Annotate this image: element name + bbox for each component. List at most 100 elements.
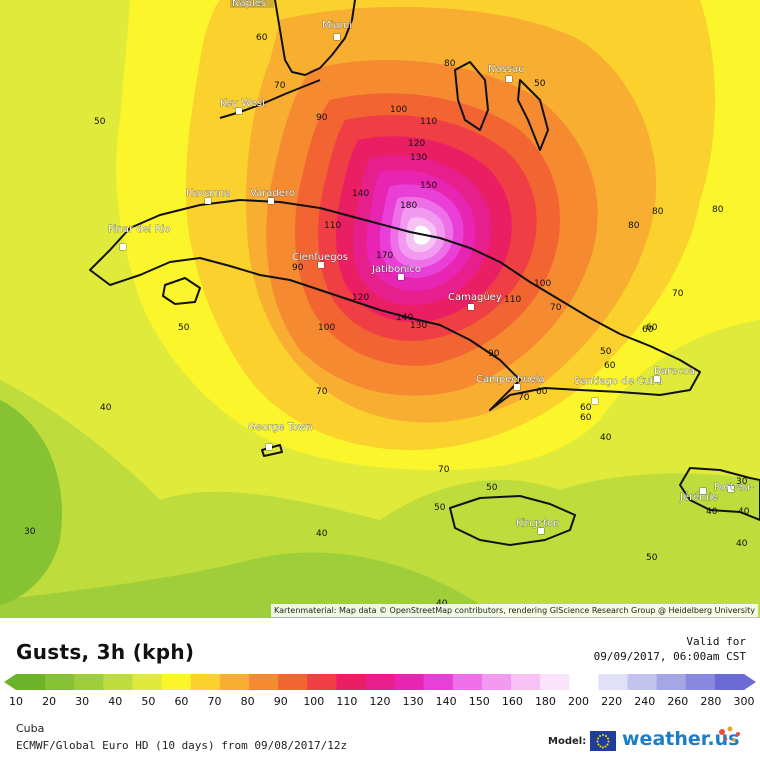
city-marker-nassau bbox=[505, 75, 513, 83]
city-marker-key-west bbox=[235, 107, 243, 115]
colorbar-tick-label: 220 bbox=[601, 695, 622, 708]
city-label-miami: Miami bbox=[322, 20, 352, 31]
cuba-coast bbox=[89, 199, 701, 411]
contour-label: 70 bbox=[438, 465, 450, 475]
city-marker-santiago-de-cuba bbox=[591, 397, 599, 405]
colorbar-arrow-right bbox=[744, 674, 756, 690]
colorbar-tick-label: 110 bbox=[336, 695, 357, 708]
contour-label: 90 bbox=[292, 263, 304, 273]
colorbar-tick-label: 180 bbox=[535, 695, 556, 708]
colorbar-segment bbox=[307, 674, 337, 690]
colorbar-tick-label: 260 bbox=[667, 695, 688, 708]
contour-label: 60 bbox=[256, 33, 268, 43]
contour-label: 120 bbox=[408, 139, 425, 149]
contour-label: 70 bbox=[550, 303, 562, 313]
colorbar-tick-label: 160 bbox=[502, 695, 523, 708]
contour-label: 50 bbox=[178, 323, 190, 333]
contour-label: 150 bbox=[420, 181, 437, 191]
contour-label: 130 bbox=[410, 153, 427, 163]
city-marker-varadero bbox=[267, 197, 275, 205]
valid-time-block: Valid for 09/09/2017, 06:00am CST bbox=[594, 634, 746, 664]
contour-label: 120 bbox=[352, 293, 369, 303]
contour-label: 30 bbox=[736, 477, 748, 487]
contour-label: 40 bbox=[738, 507, 750, 517]
florida-coast bbox=[274, 0, 356, 76]
contour-label: 110 bbox=[420, 117, 437, 127]
city-marker-camaguey bbox=[467, 303, 475, 311]
city-label-jatibonico: Jatibonico bbox=[371, 264, 421, 275]
colorbar-segment bbox=[627, 674, 658, 690]
contour-label: 100 bbox=[318, 323, 335, 333]
contour-label: 50 bbox=[94, 117, 106, 127]
city-marker-george-town bbox=[265, 443, 273, 451]
city-label-port-au-prince: Port-au- bbox=[714, 482, 754, 493]
city-marker-jatibonico bbox=[397, 273, 405, 281]
colorbar-tick-label: 80 bbox=[241, 695, 255, 708]
contour-label: 70 bbox=[316, 387, 328, 397]
city-marker-kingston bbox=[537, 527, 545, 535]
contour-label: 60 bbox=[646, 323, 658, 333]
hispaniola-coast bbox=[679, 467, 760, 521]
colorbar-segment bbox=[132, 674, 163, 690]
eleuthera bbox=[517, 79, 549, 151]
colorbar-segment bbox=[278, 674, 308, 690]
contour-label: 40 bbox=[600, 433, 612, 443]
contour-label: 90 bbox=[488, 349, 500, 359]
colorbar-segment bbox=[511, 674, 541, 690]
colorbar-tick-label: 40 bbox=[108, 695, 122, 708]
contour-label: 100 bbox=[534, 279, 551, 289]
contour-label: 60 bbox=[580, 403, 592, 413]
colorbar-tick-label: 300 bbox=[734, 695, 755, 708]
contour-label: 30 bbox=[24, 527, 36, 537]
colorbar-tick-label: 10 bbox=[9, 695, 23, 708]
city-label-baracoa: Baracoa bbox=[654, 366, 695, 377]
colorbar-segment bbox=[598, 674, 629, 690]
band-40-east bbox=[536, 496, 760, 618]
eu-stars-icon bbox=[596, 734, 610, 749]
colorbar-tick-label: 100 bbox=[303, 695, 324, 708]
andros-island bbox=[454, 61, 489, 131]
city-label-kingston: Kingston bbox=[516, 518, 560, 529]
contour-label: 50 bbox=[486, 483, 498, 493]
contour-label: 80 bbox=[628, 221, 640, 231]
colorbar-tick-label: 280 bbox=[700, 695, 721, 708]
colorbar-segment bbox=[336, 674, 367, 690]
valid-for-label: Valid for bbox=[686, 635, 746, 648]
colorbar-segment bbox=[190, 674, 221, 690]
city-marker-port-au-prince bbox=[727, 485, 735, 493]
contour-label: 50 bbox=[600, 347, 612, 357]
city-label-santiago-de-cuba: Santiago de Cuba bbox=[574, 376, 663, 387]
contour-label: 40 bbox=[706, 507, 718, 517]
contour-label: 60 bbox=[580, 413, 592, 423]
brand-dots-icon bbox=[719, 726, 740, 742]
colorbar-segment bbox=[219, 674, 250, 690]
contour-label: 70 bbox=[518, 393, 530, 403]
contour-label: 110 bbox=[504, 295, 521, 305]
city-marker-jeremie bbox=[699, 487, 707, 495]
contour-label: 90 bbox=[316, 113, 328, 123]
colorbar-segment bbox=[394, 674, 425, 690]
colorbar-tick-label: 60 bbox=[174, 695, 188, 708]
contour-label: 40 bbox=[100, 403, 112, 413]
weather-map: 60 70 50 90 100 110 120 130 140 150 180 … bbox=[0, 0, 760, 618]
contour-label: 60 bbox=[604, 361, 616, 371]
contour-label: 130 bbox=[410, 321, 427, 331]
gust-colorbar: 10 20 30 40 50 60 70 80 90 100 110 120 130 140 150 160 1… bbox=[4, 674, 756, 708]
cayman-grand bbox=[261, 444, 283, 457]
colorbar-tick-label: 70 bbox=[208, 695, 222, 708]
contour-label: 40 bbox=[316, 529, 328, 539]
brand-logo: weather.us bbox=[622, 728, 740, 750]
colorbar-segment bbox=[74, 674, 104, 690]
city-label-havanna: Havanna bbox=[186, 188, 231, 199]
city-label-campechuela: Campechuela bbox=[476, 374, 545, 385]
colorbar-segment bbox=[423, 674, 454, 690]
contour-label: 80 bbox=[652, 207, 664, 217]
contour-label: 140 bbox=[352, 189, 369, 199]
colorbar-tick-label: 120 bbox=[370, 695, 391, 708]
city-label-george-town: George Town bbox=[248, 422, 313, 433]
colorbar-segment bbox=[248, 674, 279, 690]
colorbar-tick-label: 150 bbox=[469, 695, 490, 708]
city-marker-miami bbox=[333, 33, 341, 41]
colorbar-segment bbox=[540, 674, 570, 690]
colorbar-segment bbox=[45, 674, 75, 690]
